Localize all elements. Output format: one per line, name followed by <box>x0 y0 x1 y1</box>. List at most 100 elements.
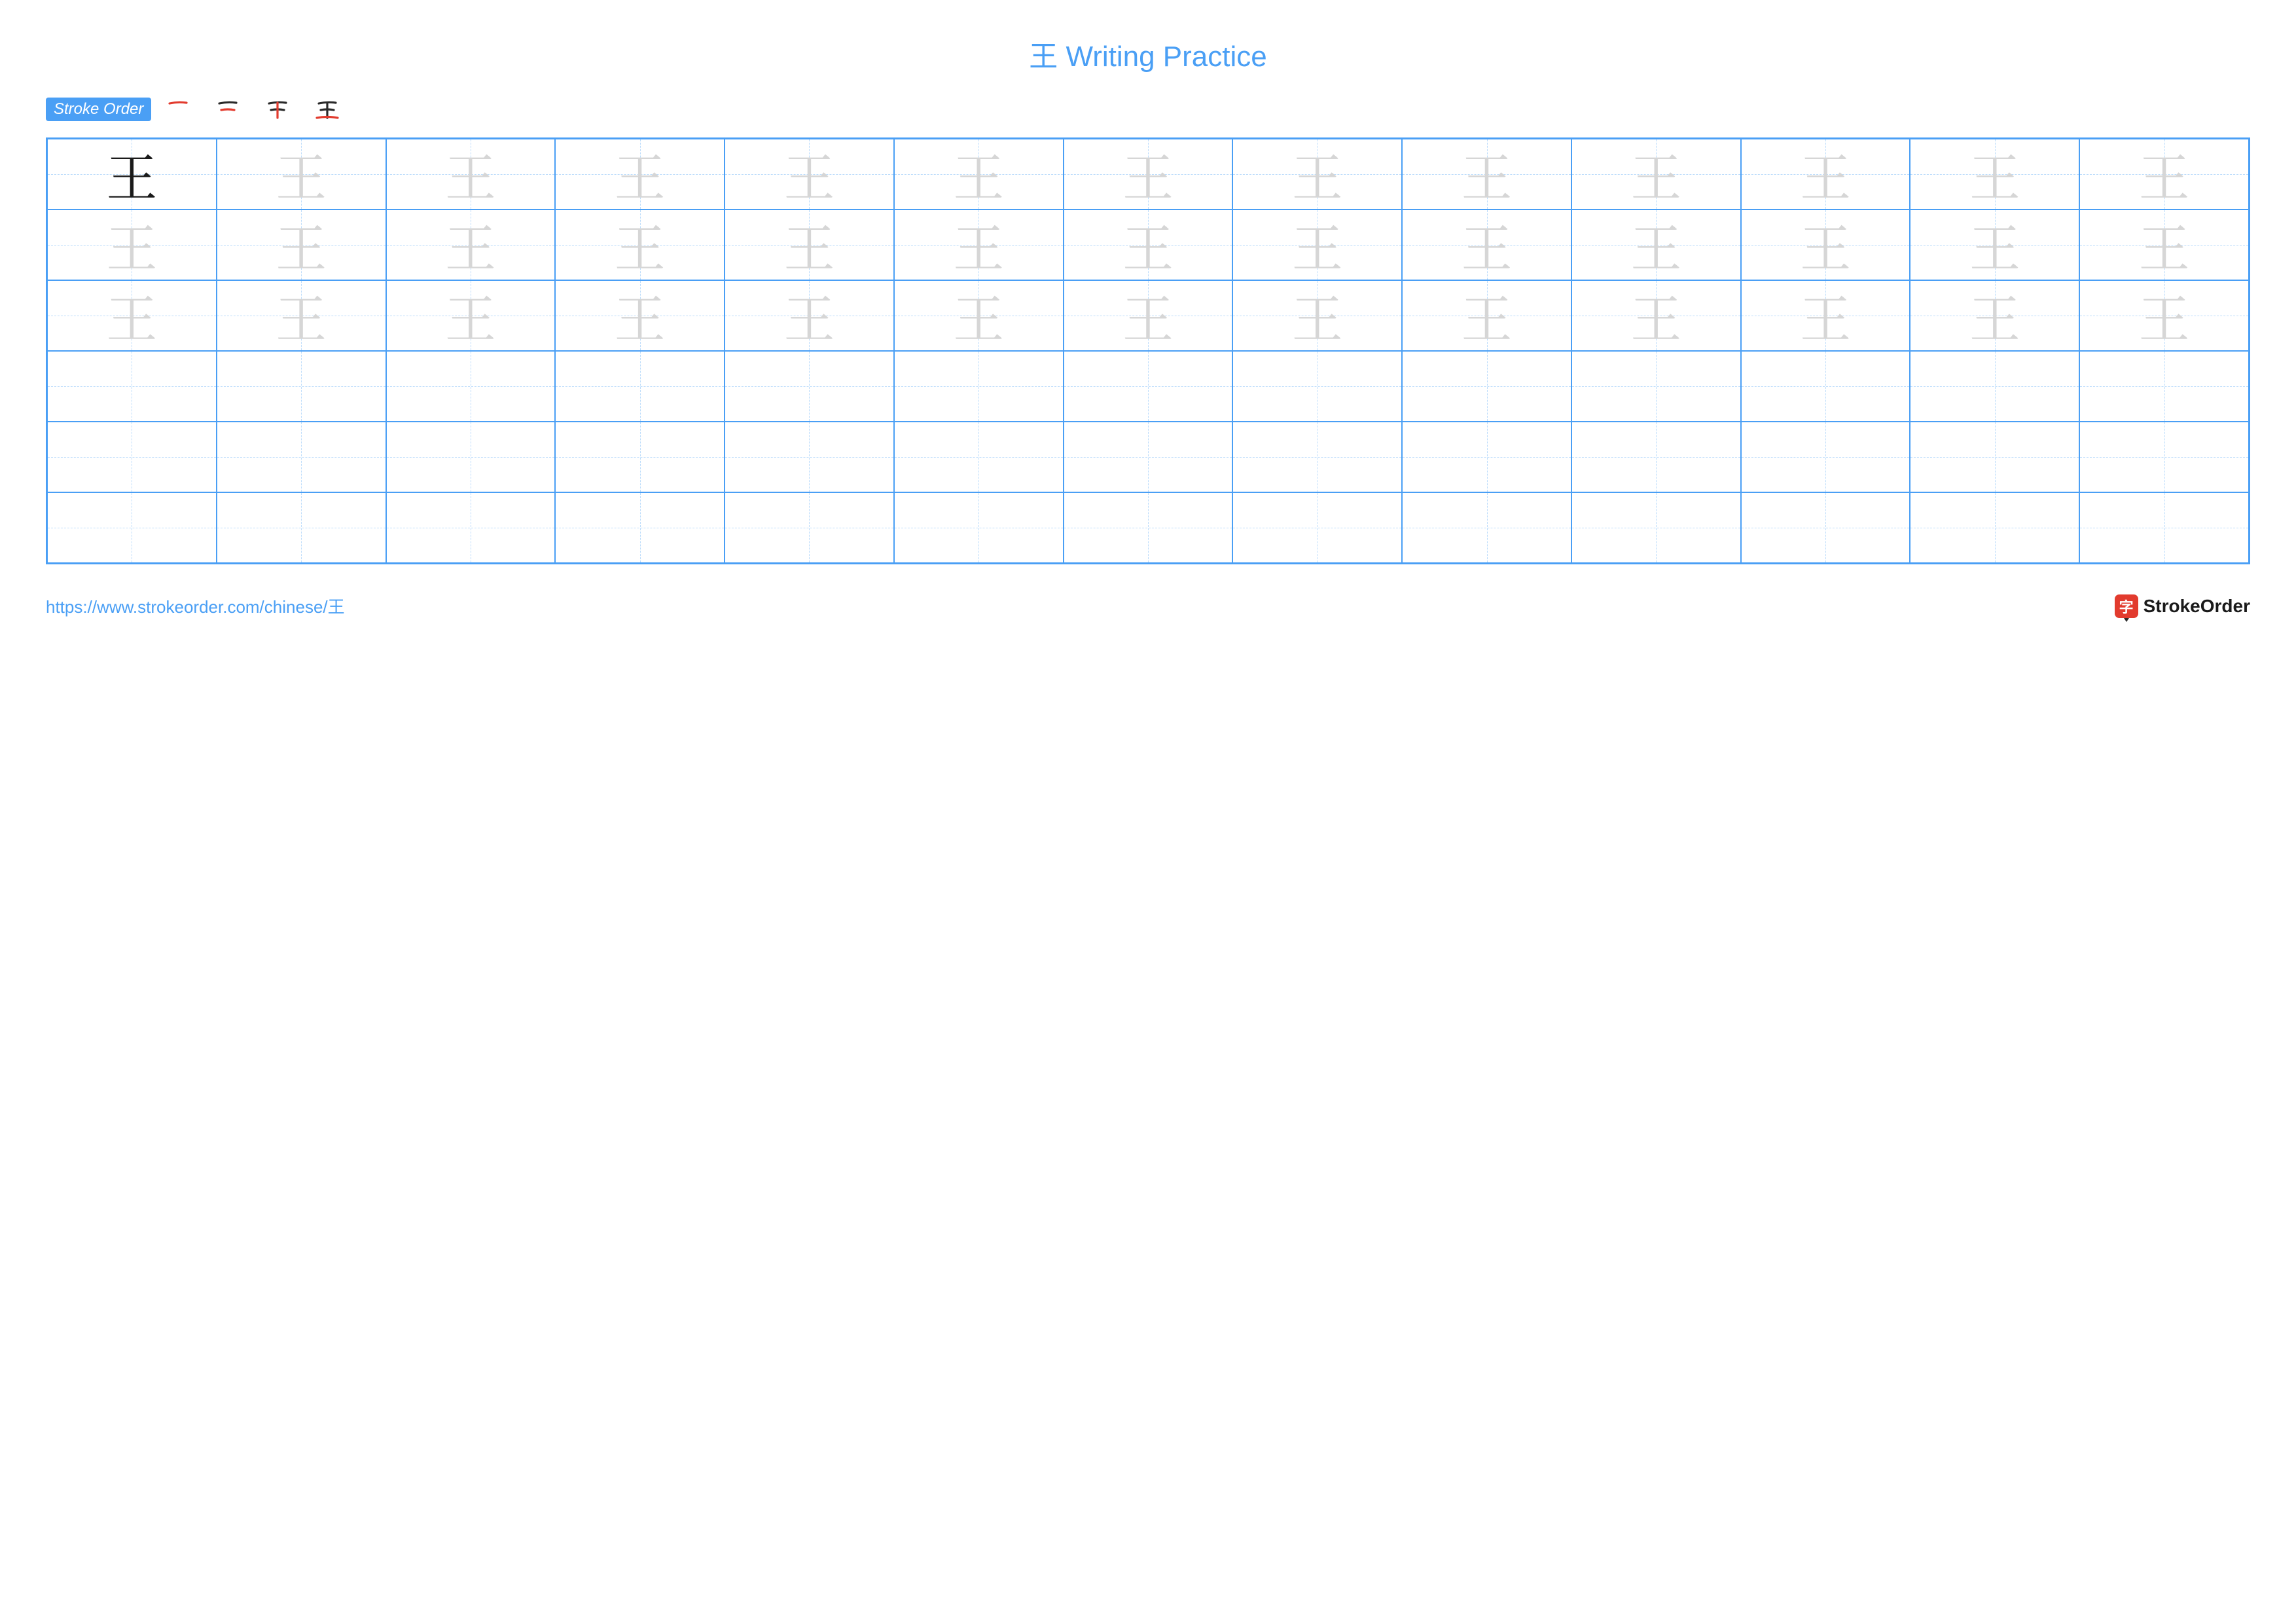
grid-cell <box>217 351 386 422</box>
vertical-guide <box>1825 352 1826 421</box>
trace-character: 王 <box>1742 210 1910 280</box>
vertical-guide <box>1656 352 1657 421</box>
grid-cell: 王 <box>1571 210 1741 280</box>
grid-cell <box>386 351 556 422</box>
trace-character: 王 <box>217 281 386 350</box>
grid-cell: 王 <box>47 210 217 280</box>
grid-cell <box>894 492 1064 563</box>
trace-character: 王 <box>1064 281 1232 350</box>
grid-cell <box>725 422 894 492</box>
trace-character: 王 <box>556 210 724 280</box>
grid-cell: 王 <box>2079 280 2249 351</box>
grid-cell <box>1741 351 1910 422</box>
trace-character: 王 <box>725 281 893 350</box>
grid-cell: 王 <box>217 139 386 210</box>
grid-cell <box>1064 351 1233 422</box>
trace-character: 王 <box>48 210 216 280</box>
trace-character: 王 <box>725 139 893 209</box>
trace-character: 王 <box>895 210 1063 280</box>
grid-cell: 王 <box>1910 210 2079 280</box>
source-url[interactable]: https://www.strokeorder.com/chinese/王 <box>46 594 345 618</box>
trace-character: 王 <box>1403 139 1571 209</box>
grid-cell: 王 <box>1232 280 1402 351</box>
brand-logo: 字 StrokeOrder <box>2115 594 2250 618</box>
grid-cell <box>1910 492 2079 563</box>
grid-cell <box>1402 492 1571 563</box>
vertical-guide <box>1825 422 1826 492</box>
trace-character: 王 <box>556 281 724 350</box>
trace-character: 王 <box>1572 139 1740 209</box>
grid-cell <box>1232 492 1402 563</box>
grid-cell <box>1064 492 1233 563</box>
trace-character: 王 <box>1910 281 2079 350</box>
grid-cell <box>1571 422 1741 492</box>
vertical-guide <box>978 493 979 562</box>
grid-cell: 王 <box>217 210 386 280</box>
title-character: 王 <box>1029 41 1058 73</box>
grid-cell <box>725 351 894 422</box>
grid-cell <box>47 351 217 422</box>
vertical-guide <box>1995 493 1996 562</box>
stroke-step-4 <box>312 94 342 124</box>
grid-cell <box>1741 492 1910 563</box>
trace-character: 王 <box>1742 139 1910 209</box>
model-character: 王 <box>48 139 216 209</box>
vertical-guide <box>809 352 810 421</box>
vertical-guide <box>809 493 810 562</box>
grid-cell <box>386 492 556 563</box>
grid-cell: 王 <box>2079 210 2249 280</box>
grid-cell <box>217 422 386 492</box>
grid-cell: 王 <box>1232 139 1402 210</box>
grid-cell: 王 <box>217 280 386 351</box>
grid-cell <box>1741 422 1910 492</box>
grid-cell <box>2079 351 2249 422</box>
grid-cell: 王 <box>1571 280 1741 351</box>
grid-cell <box>1402 351 1571 422</box>
trace-character: 王 <box>725 210 893 280</box>
trace-character: 王 <box>1233 281 1401 350</box>
vertical-guide <box>301 422 302 492</box>
grid-cell: 王 <box>386 280 556 351</box>
grid-cell <box>555 422 725 492</box>
vertical-guide <box>301 352 302 421</box>
pencil-tip-icon <box>2124 618 2129 622</box>
grid-cell <box>47 492 217 563</box>
trace-character: 王 <box>1403 210 1571 280</box>
trace-character: 王 <box>1233 210 1401 280</box>
grid-cell <box>2079 422 2249 492</box>
grid-cell <box>1232 422 1402 492</box>
trace-character: 王 <box>1910 139 2079 209</box>
stroke-order-header: Stroke Order <box>46 94 2250 124</box>
grid-cell: 王 <box>386 210 556 280</box>
logo-mark-icon: 字 <box>2115 594 2138 618</box>
stroke-step-3 <box>262 94 293 124</box>
grid-cell: 王 <box>725 139 894 210</box>
grid-cell <box>386 422 556 492</box>
grid-cell: 王 <box>555 280 725 351</box>
vertical-guide <box>1995 352 1996 421</box>
grid-cell: 王 <box>2079 139 2249 210</box>
page-title: 王 Writing Practice <box>46 33 2250 75</box>
vertical-guide <box>1487 493 1488 562</box>
grid-cell: 王 <box>555 210 725 280</box>
trace-character: 王 <box>895 139 1063 209</box>
vertical-guide <box>2164 352 2165 421</box>
grid-cell: 王 <box>1064 210 1233 280</box>
vertical-guide <box>2164 493 2165 562</box>
trace-character: 王 <box>2080 139 2248 209</box>
trace-character: 王 <box>1572 210 1740 280</box>
title-text: Writing Practice <box>1066 41 1266 73</box>
vertical-guide <box>809 422 810 492</box>
grid-cell: 王 <box>894 210 1064 280</box>
grid-cell: 王 <box>1741 139 1910 210</box>
vertical-guide <box>1487 352 1488 421</box>
grid-cell <box>555 351 725 422</box>
trace-character: 王 <box>1064 210 1232 280</box>
vertical-guide <box>640 422 641 492</box>
grid-cell: 王 <box>47 280 217 351</box>
vertical-guide <box>2164 422 2165 492</box>
trace-character: 王 <box>2080 281 2248 350</box>
trace-character: 王 <box>1064 139 1232 209</box>
trace-character: 王 <box>556 139 724 209</box>
trace-character: 王 <box>48 281 216 350</box>
